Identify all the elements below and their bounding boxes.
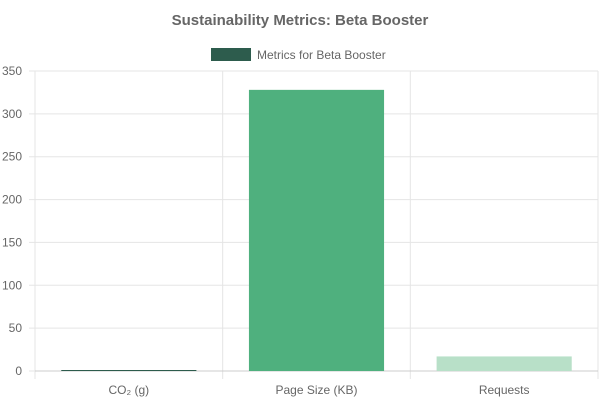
y-tick-label: 0	[15, 364, 22, 378]
bars	[61, 89, 572, 371]
legend-label: Metrics for Beta Booster	[257, 48, 386, 62]
y-tick-label: 350	[2, 64, 22, 78]
y-axis: 0 50 100 150 200 250 300 350	[2, 64, 22, 378]
x-tick-label: Requests	[479, 383, 530, 397]
bar[interactable]	[436, 356, 572, 371]
y-tick-label: 300	[2, 107, 22, 121]
x-axis: CO₂ (g) Page Size (KB) Requests	[108, 383, 529, 397]
y-tick-label: 250	[2, 150, 22, 164]
bar[interactable]	[61, 370, 197, 371]
y-tick-label: 150	[2, 235, 22, 249]
x-tick-label: CO₂ (g)	[108, 383, 149, 397]
legend-swatch	[211, 48, 251, 61]
y-tick-label: 200	[2, 193, 22, 207]
legend[interactable]: Metrics for Beta Booster	[211, 48, 386, 62]
chart-title: Sustainability Metrics: Beta Booster	[172, 12, 429, 29]
bar[interactable]	[248, 89, 385, 371]
x-tick-label: Page Size (KB)	[275, 383, 357, 397]
y-tick-label: 100	[2, 278, 22, 292]
y-tick-label: 50	[9, 321, 23, 335]
